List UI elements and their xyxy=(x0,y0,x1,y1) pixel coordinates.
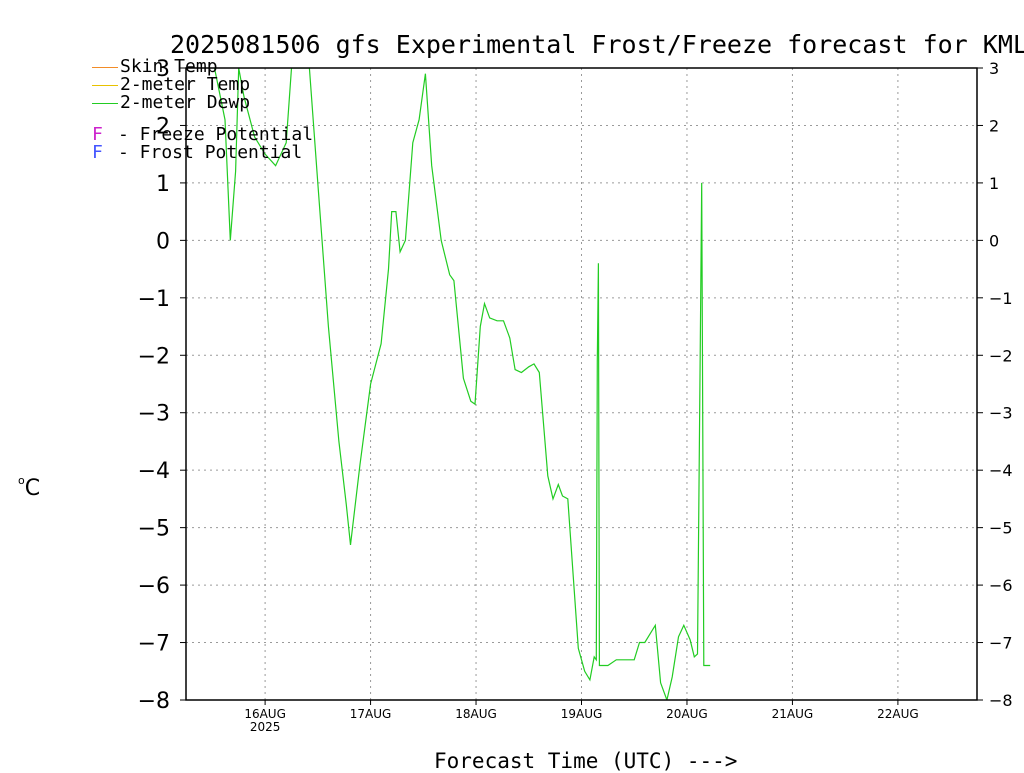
y-tick-label-right: 0 xyxy=(989,231,999,250)
legend-2m-temp-label: 2-meter Temp xyxy=(120,74,251,95)
y-axis-degree: o xyxy=(18,474,25,487)
x-tick-sublabel: 2025 xyxy=(250,720,281,734)
y-tick-label-left: 0 xyxy=(156,229,170,254)
y-tick-label-left: −3 xyxy=(138,402,170,427)
legend-skin-temp: Skin Temp xyxy=(92,58,313,76)
y-axis-unit: C xyxy=(24,476,41,501)
legend-freeze: F - Freeze Potential xyxy=(92,126,313,144)
legend-skin-temp-label: Skin Temp xyxy=(120,56,218,77)
legend-2m-temp-swatch xyxy=(92,84,118,86)
y-tick-label-left: −7 xyxy=(138,632,170,657)
y-tick-label-right: 3 xyxy=(989,59,999,78)
tick-labels: −8 −8 −7 −7 −6 −6 −5 −5 −4 −4 −3 −3 −2 −2 −1 −1 0 0 1 1 2 2 3 3… xyxy=(138,57,1013,734)
series-line-dewpoint xyxy=(213,68,711,700)
series-layer xyxy=(213,68,711,700)
y-tick-label-left: 1 xyxy=(156,172,170,197)
y-tick-label-left: 2 xyxy=(156,114,170,139)
legend-freeze-letter: F xyxy=(92,124,103,145)
legend-frost-letter: F xyxy=(92,142,103,163)
y-tick-label-right: −5 xyxy=(989,519,1013,538)
x-tick-label: 20AUG xyxy=(666,707,708,721)
legend-2m-dewp: 2-meter Dewp xyxy=(92,94,313,112)
plot-frame xyxy=(185,67,978,701)
legend-frost: F - Frost Potential xyxy=(92,144,313,162)
y-tick-label-left: −6 xyxy=(138,574,170,599)
x-tick-label: 16AUG xyxy=(244,707,286,721)
x-tick-label: 21AUG xyxy=(772,707,814,721)
legend-2m-dewp-label: 2-meter Dewp xyxy=(120,92,251,113)
y-tick-label-right: −2 xyxy=(989,346,1013,365)
legend-2m-dewp-swatch xyxy=(92,102,118,104)
axis-ticks xyxy=(180,67,983,705)
x-tick-label: 18AUG xyxy=(455,707,497,721)
y-tick-label-left: 3 xyxy=(156,57,170,82)
y-tick-label-right: −8 xyxy=(989,691,1013,710)
x-axis-label: Forecast Time (UTC) ---> xyxy=(434,749,738,773)
y-tick-label-right: −7 xyxy=(989,634,1013,653)
legend: Skin Temp 2-meter Temp 2-meter Dewp F - F… xyxy=(92,58,313,162)
legend-2m-temp: 2-meter Temp xyxy=(92,76,313,94)
y-axis-label: oC xyxy=(18,474,41,501)
legend-freeze-text: - Freeze Potential xyxy=(118,124,314,145)
y-tick-label-left: −1 xyxy=(138,287,170,312)
y-tick-label-right: −4 xyxy=(989,461,1013,480)
y-tick-label-right: −1 xyxy=(989,289,1013,308)
y-tick-label-right: −3 xyxy=(989,404,1013,423)
grid-lines xyxy=(186,68,977,700)
y-tick-label-right: −6 xyxy=(989,576,1013,595)
y-tick-label-left: −5 xyxy=(138,517,170,542)
y-tick-label-left: −4 xyxy=(138,459,170,484)
legend-skin-temp-swatch xyxy=(92,66,118,68)
y-tick-label-right: 1 xyxy=(989,174,999,193)
x-tick-label: 19AUG xyxy=(561,707,603,721)
y-tick-label-right: 2 xyxy=(989,116,999,135)
chart-title: 2025081506 gfs Experimental Frost/Freeze… xyxy=(170,30,1024,59)
y-tick-label-left: −2 xyxy=(138,344,170,369)
y-tick-label-left: −8 xyxy=(138,689,170,714)
legend-frost-text: - Frost Potential xyxy=(118,142,303,163)
x-tick-label: 17AUG xyxy=(350,707,392,721)
x-tick-label: 22AUG xyxy=(877,707,919,721)
